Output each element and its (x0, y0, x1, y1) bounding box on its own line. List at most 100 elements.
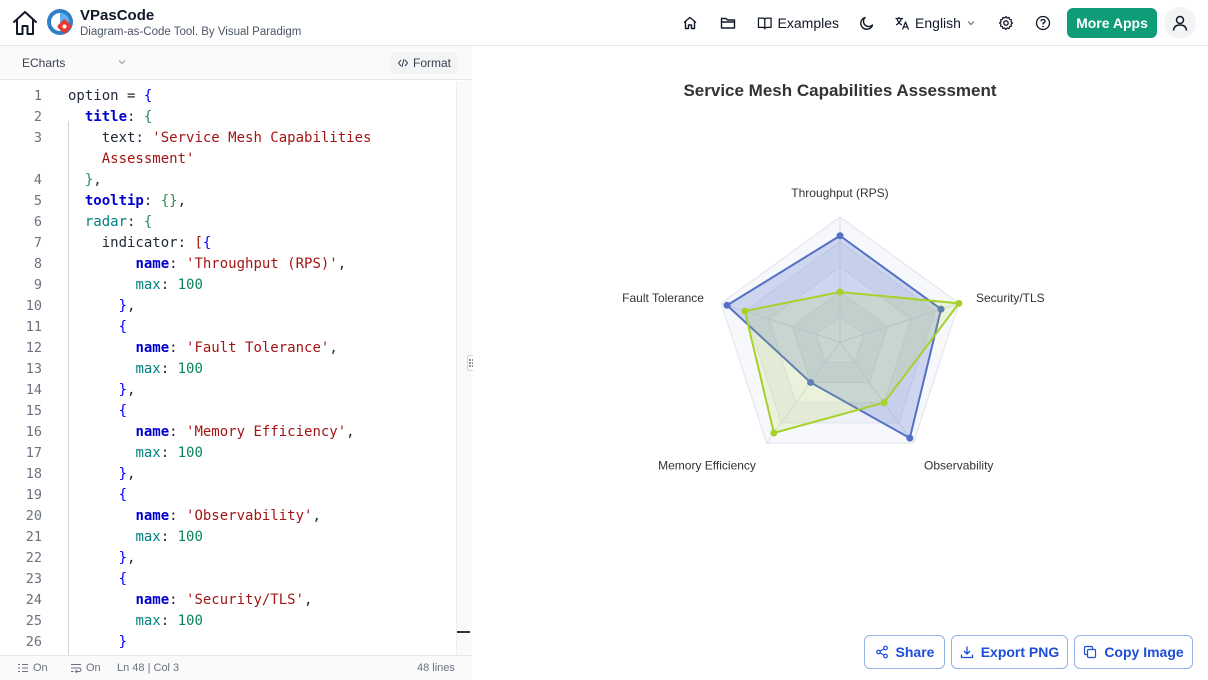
copy-image-button[interactable]: Copy Image (1074, 635, 1193, 669)
translate-icon (895, 17, 910, 30)
code-line: 12 name: 'Fault Tolerance', (0, 338, 456, 359)
code-token: , (304, 592, 313, 608)
code-token: { (143, 88, 153, 104)
code-line: 1 option = { (0, 86, 456, 107)
user-icon[interactable] (1164, 7, 1196, 39)
examples-button[interactable]: Examples (757, 11, 839, 35)
code-text: }, (68, 548, 136, 569)
radar-indicator-label: Security/TLS (976, 291, 1045, 305)
code-token: , (337, 256, 347, 272)
code-line: 7 indicator: [{ (0, 233, 456, 254)
code-token: , (127, 466, 136, 482)
code-token: : (135, 130, 153, 146)
radar-data-point (723, 301, 731, 309)
code-text: tooltip: {}, (68, 191, 186, 212)
line-number: 2 (33, 109, 42, 125)
language-select[interactable]: English (894, 11, 976, 35)
code-token: max (135, 529, 161, 545)
copy-icon (1084, 645, 1097, 659)
code-line: 23 { (0, 569, 456, 590)
code-token: 'Fault Tolerance' (186, 340, 330, 356)
code-token (68, 361, 135, 377)
code-token: : (169, 256, 187, 272)
line-number: 25 (25, 613, 42, 629)
dark-mode-icon[interactable] (857, 11, 877, 35)
home-icon[interactable] (10, 8, 40, 38)
export-png-label: Export PNG (980, 644, 1060, 660)
scrollbar-marker (457, 631, 470, 633)
code-token: } (118, 550, 128, 566)
code-token (68, 445, 135, 461)
line-number: 15 (25, 403, 42, 419)
code-token: : (160, 613, 178, 629)
folder-icon[interactable] (718, 11, 738, 35)
code-token: title (84, 109, 128, 125)
gear-icon[interactable] (996, 11, 1016, 35)
code-line: 13 max: 100 (0, 359, 456, 380)
format-button[interactable]: Format (390, 52, 458, 74)
editor-toolbar: ECharts Format (0, 46, 472, 80)
code-line: 19 { (0, 485, 456, 506)
export-png-button[interactable]: Export PNG (951, 635, 1068, 669)
diagram-type-label: ECharts (22, 56, 66, 70)
radar-chart: Service Mesh Capabilities Assessment Thr… (622, 81, 1045, 473)
code-token: max (135, 613, 161, 629)
cursor-position: Ln 48 | Col 3 (117, 662, 180, 674)
line-number: 1 (33, 88, 42, 104)
radar-data-point (770, 429, 778, 437)
code-token: : (160, 529, 178, 545)
app-subtitle: Diagram-as-Code Tool. By Visual Paradigm (80, 26, 302, 38)
code-token: } (118, 466, 128, 482)
share-button[interactable]: Share (864, 635, 945, 669)
code-text: }, (68, 296, 136, 317)
code-token: , (329, 340, 338, 356)
code-token (68, 529, 135, 545)
code-token: 100 (177, 445, 203, 461)
code-line: 22 }, (0, 548, 456, 569)
radar-data-point (807, 378, 815, 386)
radar-data-point (906, 434, 914, 442)
radar-axis-line (839, 341, 914, 444)
code-token (68, 634, 119, 650)
editor-scrollbar[interactable] (456, 81, 472, 655)
share-label: Share (895, 644, 935, 660)
line-number: 17 (25, 445, 42, 461)
line-number: 13 (25, 361, 42, 377)
code-token: 'Throughput (RPS)' (186, 256, 338, 272)
code-token (68, 298, 119, 314)
more-apps-button[interactable]: More Apps (1067, 8, 1157, 38)
code-line: 10 }, (0, 296, 456, 317)
home-nav-icon[interactable] (680, 11, 700, 35)
minimap-toggle[interactable]: On (70, 662, 101, 674)
code-text: radar: { (68, 212, 152, 233)
code-token: max (135, 277, 161, 293)
code-line: 3 text: 'Service Mesh Capabilities (0, 128, 456, 149)
code-line: 26 } (0, 632, 456, 653)
chart-title: Service Mesh Capabilities Assessment (683, 81, 996, 100)
help-icon[interactable] (1033, 11, 1053, 35)
code-line: 6 radar: { (0, 212, 456, 233)
code-text-area[interactable]: 1 option = { 2 title: {3 text: 'Service Me… (0, 81, 456, 655)
code-text: { (68, 569, 127, 590)
line-number: 5 (33, 193, 42, 209)
code-token: max (135, 361, 161, 377)
code-token: { (118, 571, 128, 587)
app-header: VPasCode Diagram-as-Code Tool. By Visual… (0, 0, 1208, 46)
code-token: , (93, 172, 102, 188)
line-number: 3 (33, 130, 42, 146)
diagram-type-select[interactable]: ECharts (14, 52, 134, 74)
code-text: { (68, 485, 127, 506)
app-name: VPasCode (80, 7, 155, 24)
code-token: { (143, 214, 153, 230)
minimap-status: On (86, 662, 101, 674)
code-text: option = { (68, 86, 152, 107)
code-token: text (68, 130, 136, 146)
code-token (68, 382, 119, 398)
code-token: : (169, 340, 187, 356)
word-wrap-toggle[interactable]: On (17, 662, 48, 674)
radar-axis-line (766, 341, 841, 444)
radar-data-point (836, 288, 844, 296)
code-token (68, 109, 85, 125)
radar-data-point (836, 232, 844, 240)
line-number: 19 (25, 487, 42, 503)
